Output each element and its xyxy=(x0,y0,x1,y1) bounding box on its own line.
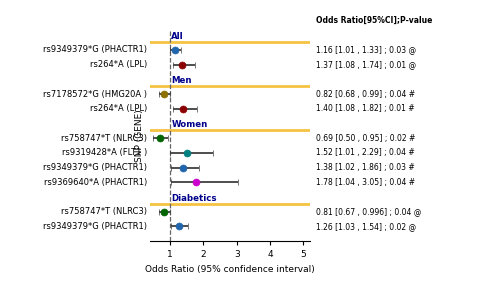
Text: 1.26 [1.03 , 1.54] ; 0.02 @: 1.26 [1.03 , 1.54] ; 0.02 @ xyxy=(316,222,416,231)
Text: rs7178572*G (HMG20A ): rs7178572*G (HMG20A ) xyxy=(43,90,147,98)
Text: 1.37 [1.08 , 1.74] ; 0.01 @: 1.37 [1.08 , 1.74] ; 0.01 @ xyxy=(316,60,416,69)
Text: 1.16 [1.01 , 1.33] ; 0.03 @: 1.16 [1.01 , 1.33] ; 0.03 @ xyxy=(316,46,416,54)
Text: rs758747*T (NLRC3): rs758747*T (NLRC3) xyxy=(61,134,147,143)
Text: 0.81 [0.67 , 0.996] ; 0.04 @: 0.81 [0.67 , 0.996] ; 0.04 @ xyxy=(316,207,422,216)
Text: 1.52 [1.01 , 2.29] ; 0.04 #: 1.52 [1.01 , 2.29] ; 0.04 # xyxy=(316,148,415,157)
X-axis label: Odds Ratio (95% confidence interval): Odds Ratio (95% confidence interval) xyxy=(145,265,315,274)
Text: rs264*A (LPL): rs264*A (LPL) xyxy=(90,60,147,69)
Text: rs758747*T (NLRC3): rs758747*T (NLRC3) xyxy=(61,207,147,216)
Text: rs9349379*G (PHACTR1): rs9349379*G (PHACTR1) xyxy=(43,163,147,172)
Y-axis label: SNP (GENE): SNP (GENE) xyxy=(136,109,144,162)
Text: All: All xyxy=(172,32,184,41)
Text: rs9369640*A (PHACTR1): rs9369640*A (PHACTR1) xyxy=(44,178,147,187)
Text: 0.82 [0.68 , 0.99] ; 0.04 #: 0.82 [0.68 , 0.99] ; 0.04 # xyxy=(316,90,416,98)
Text: rs9349379*G (PHACTR1): rs9349379*G (PHACTR1) xyxy=(43,46,147,54)
Text: Men: Men xyxy=(172,76,192,85)
Text: 0.69 [0.50 , 0.95] ; 0.02 #: 0.69 [0.50 , 0.95] ; 0.02 # xyxy=(316,134,416,143)
Text: Odds Ratio[95%CI];P-value: Odds Ratio[95%CI];P-value xyxy=(316,16,433,25)
Text: rs9349379*G (PHACTR1): rs9349379*G (PHACTR1) xyxy=(43,222,147,231)
Text: Diabetics: Diabetics xyxy=(172,194,217,203)
Text: Women: Women xyxy=(172,120,207,129)
Text: 1.38 [1.02 , 1.86] ; 0.03 #: 1.38 [1.02 , 1.86] ; 0.03 # xyxy=(316,163,415,172)
Text: 1.40 [1.08 , 1.82] ; 0.01 #: 1.40 [1.08 , 1.82] ; 0.01 # xyxy=(316,104,415,113)
Text: 1.78 [1.04 , 3.05] ; 0.04 #: 1.78 [1.04 , 3.05] ; 0.04 # xyxy=(316,178,416,187)
Text: rs9319428*A (FLT1 ): rs9319428*A (FLT1 ) xyxy=(62,148,147,157)
Text: rs264*A (LPL): rs264*A (LPL) xyxy=(90,104,147,113)
